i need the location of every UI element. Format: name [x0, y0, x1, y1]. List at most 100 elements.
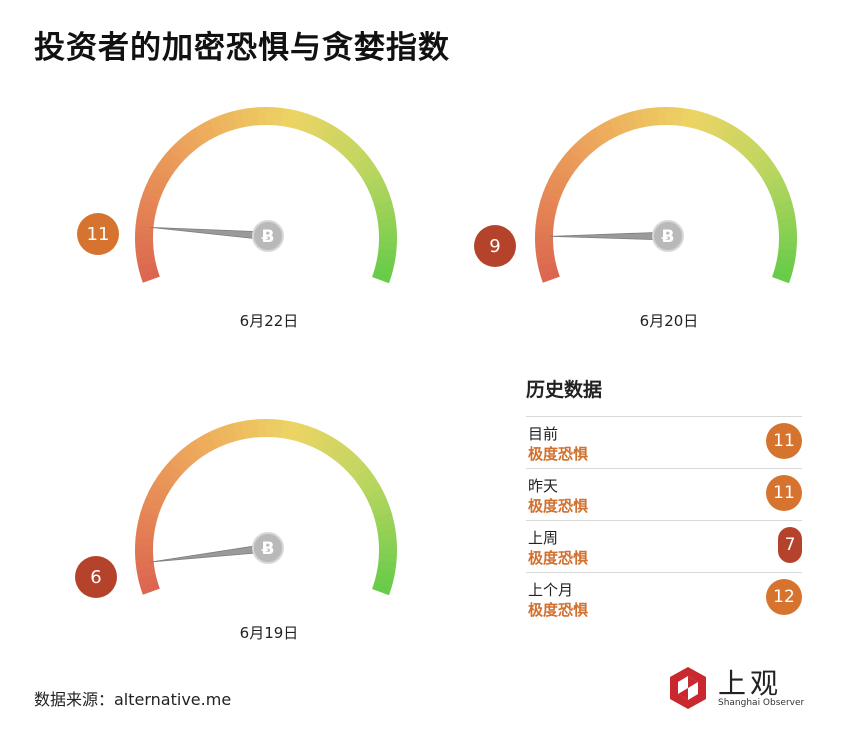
- gauge-arc-segment: [371, 192, 392, 207]
- gauge-arc-segment: [201, 119, 218, 140]
- logo-cn-text: 上观: [718, 667, 783, 700]
- gauge-arc-segment: [362, 169, 383, 186]
- gauge-arc-segment: [366, 177, 386, 193]
- gauge-arc-segment: [149, 481, 170, 498]
- gauge-arc-segment: [540, 269, 560, 283]
- gauge-6-22: Ƀ 6月22日: [124, 100, 414, 340]
- gauge-arc-segment: [140, 504, 161, 518]
- gauge-arc-segment: [140, 581, 160, 595]
- gauge-arc-segment: [158, 155, 179, 174]
- gauge-arc-segment: [194, 123, 212, 144]
- gauge-arc-segment: [680, 108, 692, 128]
- gauge-arc-segment: [374, 574, 394, 588]
- gauge-arc-segment: [554, 162, 574, 180]
- bitcoin-glyph: Ƀ: [262, 227, 275, 247]
- gauge-arc-segment: [181, 132, 199, 152]
- history-period: 昨天: [528, 477, 559, 495]
- shanghai-observer-logo-icon: [670, 667, 706, 709]
- gauge-arc-segment: [138, 262, 158, 275]
- gauge-arc-segment: [224, 111, 238, 131]
- gauge-date: 6月20日: [639, 312, 699, 330]
- history-row: 目前 极度恐惧 11: [526, 416, 802, 468]
- gauge-arc-segment: [733, 132, 752, 153]
- history-period: 上个月: [528, 581, 574, 599]
- gauge-arc-segment: [372, 269, 392, 284]
- gauge-arc-segment: [594, 123, 612, 144]
- gauge-arc-segment: [376, 520, 396, 533]
- history-row: 上周 极度恐惧 7: [526, 520, 802, 572]
- gauge-arc-segment: [241, 420, 253, 440]
- gauge-arc-segment: [769, 184, 789, 200]
- gauge-arc-segment: [601, 119, 618, 140]
- gauge-arc-segment: [175, 137, 194, 157]
- gauge-arc-segment: [771, 192, 792, 207]
- gauge-arc-segment: [687, 109, 700, 129]
- gauge-arc-segment: [546, 176, 567, 193]
- gauge-arc-segment: [538, 200, 558, 213]
- gauge-arc-segment: [369, 184, 389, 200]
- gauge-arc-segment: [774, 262, 794, 276]
- gauge-arc-segment: [232, 109, 245, 129]
- history-value-badge: 11: [766, 423, 802, 459]
- history-period: 上周: [528, 529, 559, 547]
- gauge-date: 6月22日: [239, 312, 299, 330]
- gauge-arc-segment: [378, 241, 397, 251]
- gauge-value-badge: 6: [75, 556, 117, 598]
- brand-logo[interactable]: 上观 Shanghai Observer: [666, 664, 806, 714]
- gauge-arc-segment: [344, 143, 364, 163]
- gauge-arc-segment: [135, 248, 155, 259]
- gauge-arc-segment: [754, 156, 774, 174]
- gauge-arc-segment: [169, 455, 188, 474]
- gauge-arc-segment: [616, 113, 631, 134]
- gauge-arc-segment: [314, 119, 331, 140]
- gauge-arc-segment: [777, 216, 797, 228]
- gauge-arc-segment: [749, 149, 769, 168]
- gauge-arc-segment: [140, 269, 160, 283]
- gauge-arc-segment: [308, 428, 324, 449]
- gauge-arc-segment: [149, 169, 170, 186]
- gauge-arc-segment: [163, 149, 183, 168]
- gauge-arc-segment: [374, 262, 394, 276]
- gauge-arc-segment: [540, 192, 561, 206]
- gauge-arc-segment: [569, 143, 588, 162]
- gauge-arc-segment: [333, 444, 352, 465]
- history-value-badge: 12: [766, 579, 802, 615]
- gauge-arc-segment: [378, 225, 397, 235]
- bitcoin-glyph: Ƀ: [262, 539, 275, 559]
- gauge-svg: Ƀ: [535, 107, 797, 284]
- bitcoin-glyph: Ƀ: [662, 227, 675, 247]
- gauge-arc-segment: [777, 248, 797, 259]
- gauge-arc-segment: [543, 184, 563, 199]
- gauge-arc-segment: [287, 109, 300, 129]
- gauge-arc-segment: [778, 225, 797, 235]
- gauge-arc-segment: [273, 107, 284, 126]
- gauge-arc-segment: [538, 262, 558, 275]
- gauge-arc-segment: [535, 216, 555, 227]
- gauge-arc-segment: [201, 431, 218, 452]
- gauge-arc-segment: [369, 496, 389, 512]
- gauge-arc-segment: [138, 512, 158, 525]
- gauge-arc-segment: [146, 176, 167, 193]
- gauge-arc-segment: [301, 113, 316, 134]
- gauge-arc-segment: [333, 132, 352, 153]
- gauge-arc-segment: [187, 439, 205, 460]
- history-panel: 历史数据 目前 极度恐惧 11 昨天 极度恐惧 11 上周 极度恐惧 7 上个月…: [526, 376, 802, 624]
- gauge-arc-segment: [136, 520, 156, 532]
- gauge-arc-segment: [641, 108, 653, 128]
- data-source: 数据来源：alternative.me: [34, 690, 232, 709]
- gauge-arc-segment: [558, 155, 579, 174]
- gauge-arc-segment: [762, 169, 783, 186]
- gauge-arc-segment: [609, 116, 625, 137]
- gauge-arc-segment: [136, 208, 156, 220]
- gauge-arc-segment: [175, 449, 194, 469]
- history-state: 极度恐惧: [528, 601, 589, 619]
- gauge-arc-segment: [280, 420, 292, 440]
- gauge-arc-segment: [349, 149, 369, 168]
- gauge-arc-segment: [366, 489, 386, 505]
- gauge-arc-segment: [181, 444, 199, 464]
- gauge-needle: [150, 543, 269, 563]
- gauge-arc-segment: [744, 143, 764, 163]
- gauge-arc-segment: [321, 123, 338, 144]
- gauge-arc-segment: [135, 536, 154, 547]
- gauge-arc-segment: [377, 560, 397, 571]
